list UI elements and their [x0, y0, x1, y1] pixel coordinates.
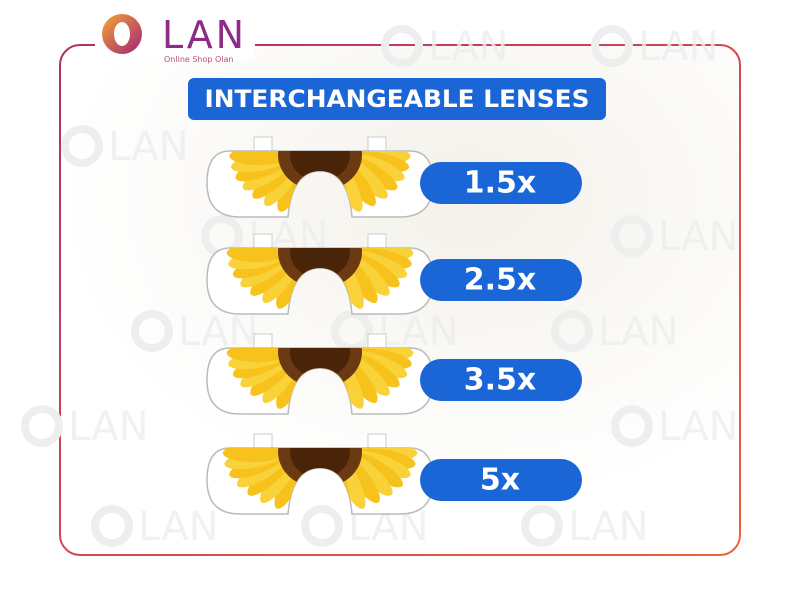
logo-text: LAN	[162, 13, 244, 57]
flower-center-inner	[290, 448, 350, 478]
watermark-text: LAN	[568, 504, 649, 550]
lens-clip	[253, 233, 273, 249]
power-label: 1.5x	[464, 166, 537, 201]
flower-center-inner	[290, 151, 350, 181]
watermark-o	[381, 25, 423, 67]
watermark-o	[21, 405, 63, 447]
power-label: 3.5x	[464, 363, 537, 398]
lens-clip	[253, 136, 273, 152]
watermark-text: LAN	[658, 214, 739, 260]
power-pill	[420, 259, 582, 301]
petal	[229, 151, 290, 165]
watermark-text: LAN	[638, 24, 719, 70]
watermark-o	[611, 405, 653, 447]
flower-center-inner	[290, 348, 350, 378]
lens-clip	[367, 136, 387, 152]
power-pill	[420, 359, 582, 401]
flower-center-inner	[290, 248, 350, 278]
power-pill	[420, 162, 582, 204]
title-banner	[188, 78, 606, 120]
watermark-o	[131, 310, 173, 352]
title: INTERCHANGEABLE LENSES	[205, 85, 590, 113]
watermark-o	[551, 310, 593, 352]
watermark-o	[611, 215, 653, 257]
watermark-o	[91, 505, 133, 547]
logo-tagline: Online Shop Olan	[164, 55, 234, 64]
watermark-text: LAN	[68, 404, 149, 450]
watermark-text: LAN	[428, 24, 509, 70]
watermark-text: LAN	[138, 504, 219, 550]
logo-o-hole	[114, 22, 130, 46]
watermark-o	[61, 125, 103, 167]
power-pill	[420, 459, 582, 501]
lens-clip	[253, 333, 273, 349]
watermark-o	[301, 505, 343, 547]
lens-clip	[367, 233, 387, 249]
watermark-text: LAN	[108, 124, 189, 170]
lens-clip	[367, 333, 387, 349]
watermark-text: LAN	[658, 404, 739, 450]
logo: LAN Online Shop Olan	[95, 8, 255, 64]
petal	[226, 348, 287, 362]
watermark-text: LAN	[598, 309, 679, 355]
petal	[226, 248, 287, 262]
power-label: 5x	[480, 463, 520, 498]
petal	[222, 448, 283, 462]
lens-clip	[367, 433, 387, 449]
watermark-o	[591, 25, 633, 67]
power-label: 2.5x	[464, 263, 537, 298]
watermark-o	[521, 505, 563, 547]
lens-clip	[253, 433, 273, 449]
